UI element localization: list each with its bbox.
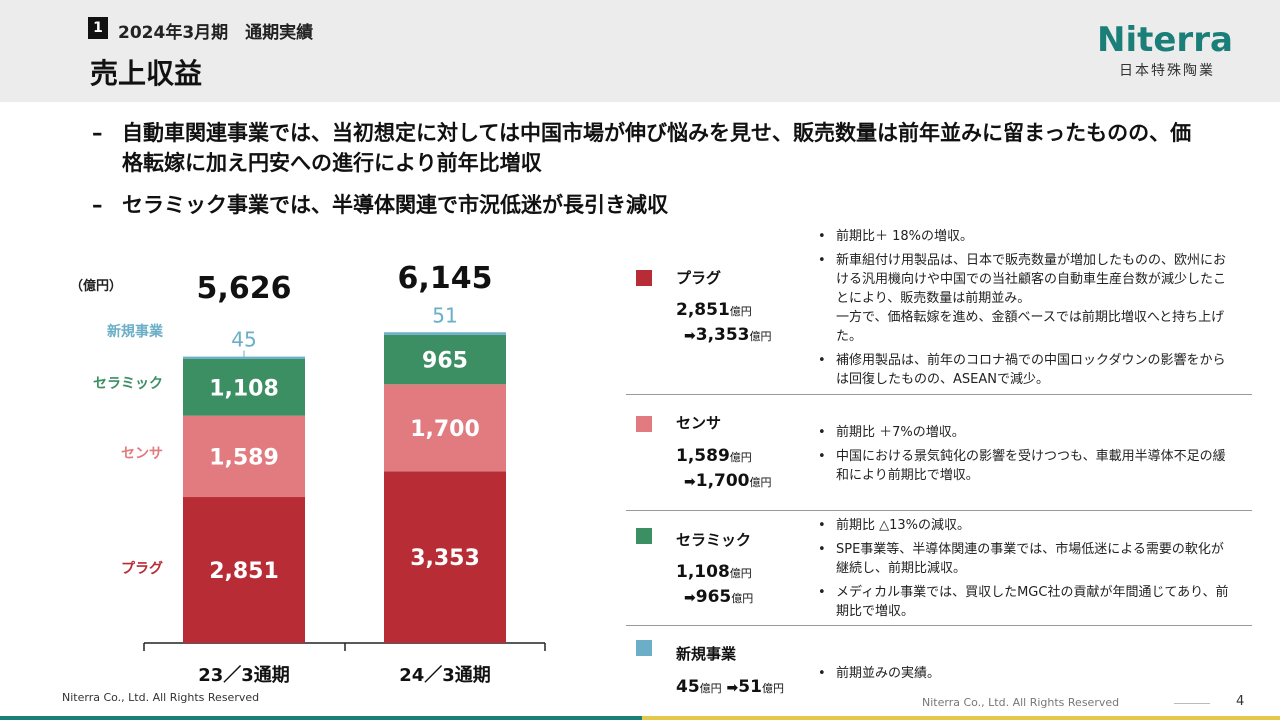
- legend-label-ceramic: セラミック: [93, 376, 163, 392]
- note-item: 中国における景気鈍化の影響を受けつつも、車載用半導体不足の緩和により前期比で増収…: [816, 447, 1236, 485]
- segment-divider: [626, 510, 1252, 511]
- bottom-accent-bar-yellow: [642, 716, 1280, 720]
- bottom-accent-bar-teal: [0, 716, 642, 720]
- bar-plug-2: [384, 471, 506, 643]
- segment-name-plug: プラグ: [676, 269, 722, 287]
- note-item: SPE事業等、半導体関連の事業では、市場低迷による需要の軟化が継続し、前期比減収…: [816, 540, 1236, 578]
- company-logo: Niterra 日本特殊陶業: [1097, 22, 1247, 80]
- segment-values-plug: 2,851億円: [676, 300, 752, 320]
- footer-copyright-right: Niterra Co., Ltd. All Rights Reserved: [922, 696, 1120, 709]
- bar-total-1: 5,626: [197, 271, 292, 306]
- bar-label-ceramic-1: 1,108: [209, 376, 279, 401]
- x-tick-label: 24／3通期: [399, 665, 491, 686]
- note-item: 前期比 △13%の減収。: [816, 516, 1236, 535]
- logo-text: Niterra: [1097, 20, 1233, 60]
- bar-plug-1: [183, 497, 305, 643]
- bar-label-plug-2: 3,353: [410, 546, 480, 571]
- segment-divider: [626, 625, 1252, 626]
- segment-divider: [626, 394, 1252, 395]
- segment-values-to-plug: ➡3,353億円: [684, 325, 772, 345]
- bar-new-business-1: [183, 356, 305, 359]
- page-title: 売上収益: [90, 57, 203, 90]
- segment-notes-new-business: 前期並みの実績。: [816, 664, 1236, 688]
- footer-divider: [1174, 703, 1210, 704]
- note-item: 新車組付け用製品は、日本で販売数量が増加したものの、欧州における汎用機向けや中国…: [816, 251, 1236, 346]
- bar-ceramic-2: [384, 334, 506, 385]
- segment-values-to-sensor: ➡1,700億円: [684, 471, 772, 491]
- bar-sensor-1: [183, 415, 305, 498]
- page-number: 4: [1236, 694, 1245, 709]
- legend-swatch-sensor: [636, 416, 652, 432]
- note-item: 補修用製品は、前年のコロナ禍での中国ロックダウンの影響をからは回復したものの、A…: [816, 351, 1236, 389]
- summary-bullet: – セラミック事業では、半導体関連で市況低迷が長引き減収: [92, 190, 1212, 220]
- note-item: 前期比＋ 18%の増収。: [816, 227, 1236, 246]
- bar-total-2: 6,145: [398, 261, 493, 296]
- bar-sensor-2: [384, 384, 506, 472]
- stacked-bar-chart: 2,851 1,589 1,108 45 5,626 23／3通期 3,353 1,700 96…: [93, 261, 546, 686]
- segment-name-new-business: 新規事業: [676, 645, 737, 663]
- note-item: 前期並みの実績。: [816, 664, 1236, 683]
- segment-name-sensor: センサ: [676, 414, 722, 432]
- segment-values-sensor: 1,589億円: [676, 446, 752, 466]
- bar-label-new-business-1: 45: [231, 328, 256, 352]
- section-number-badge: 1: [88, 17, 108, 39]
- bar-new-business-2: [384, 332, 506, 335]
- logo-subtext: 日本特殊陶業: [1119, 63, 1215, 79]
- chart-unit-label: （億円）: [70, 279, 123, 294]
- segment-name-ceramic: セラミック: [676, 531, 752, 549]
- bar-label-plug-1: 2,851: [209, 559, 279, 584]
- segment-values-ceramic: 1,108億円: [676, 562, 752, 582]
- bar-label-ceramic-2: 965: [422, 349, 468, 374]
- bar-label-sensor-1: 1,589: [209, 445, 279, 470]
- summary-bullets: – 自動車関連事業では、当初想定に対しては中国市場が伸び悩みを見せ、販売数量は前…: [92, 118, 1212, 232]
- segment-values-new-business: 45億円 ➡51億円: [676, 677, 784, 697]
- note-item: 前期比 ＋7%の増収。: [816, 423, 1236, 442]
- legend-label-plug: プラグ: [121, 560, 163, 577]
- bullet-dash: –: [92, 193, 103, 217]
- bullet-text: セラミック事業では、半導体関連で市況低迷が長引き減収: [122, 193, 668, 217]
- legend-label-sensor: センサ: [121, 446, 163, 462]
- legend-swatch-ceramic: [636, 528, 652, 544]
- legend-label-new-business: 新規事業: [107, 323, 164, 340]
- bar-ceramic-1: [183, 358, 305, 416]
- bullet-dash: –: [92, 121, 103, 145]
- segment-notes-ceramic: 前期比 △13%の減収。 SPE事業等、半導体関連の事業では、市場低迷による需要の…: [816, 516, 1236, 626]
- segment-notes-plug: 前期比＋ 18%の増収。新車組付け用製品は、日本で販売数量が増加したものの、欧州…: [816, 227, 1236, 394]
- bullet-text: 自動車関連事業では、当初想定に対しては中国市場が伸び悩みを見せ、販売数量は前年並…: [122, 121, 1192, 175]
- header-band: [0, 0, 1280, 102]
- summary-bullet: – 自動車関連事業では、当初想定に対しては中国市場が伸び悩みを見せ、販売数量は前…: [92, 118, 1212, 178]
- bar-label-new-business-2: 51: [432, 303, 457, 327]
- bar-label-sensor-2: 1,700: [410, 417, 480, 442]
- page-subtitle: 2024年3月期 通期実績: [118, 23, 314, 43]
- legend-swatch-new-business: [636, 640, 652, 656]
- note-item: メディカル事業では、買収したMGC社の貢献が年間通じてあり、前期比で増収。: [816, 583, 1236, 621]
- footer-copyright-left: Niterra Co., Ltd. All Rights Reserved: [62, 691, 260, 704]
- segment-values-to-ceramic: ➡965億円: [684, 587, 754, 607]
- legend-swatch-plug: [636, 270, 652, 286]
- segment-notes-sensor: 前期比 ＋7%の増収。中国における景気鈍化の影響を受けつつも、車載用半導体不足の…: [816, 423, 1236, 490]
- x-tick-label: 23／3通期: [198, 665, 290, 686]
